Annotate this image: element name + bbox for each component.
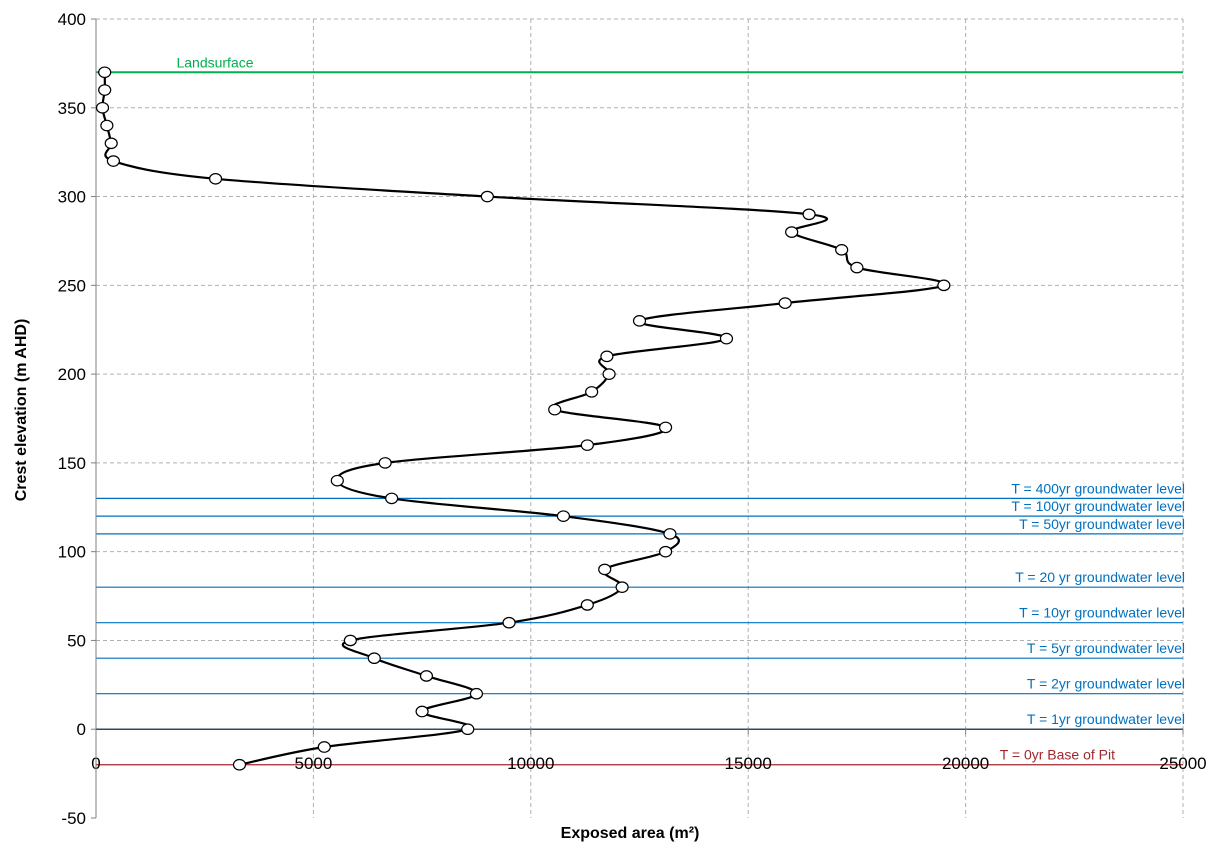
data-point [632,315,647,327]
y-tick-label: 200 [58,365,86,384]
reference-line-label: T = 10yr groundwater level [1019,605,1185,621]
data-point [615,581,629,593]
data-point [461,723,475,736]
y-tick-label: 300 [58,188,86,207]
series [95,66,951,771]
reference-line-label: T = 5yr groundwater level [1027,640,1185,656]
reference-labels: Landsurface T = 400yr groundwater level T … [176,54,1185,762]
x-tick-label: 5000 [294,754,332,773]
y-tick-label: 400 [58,10,86,29]
data-point [106,155,120,167]
data-point [330,474,344,487]
y-axis-title: Crest elevation (m AHD) [13,319,30,502]
y-tick-label: 250 [58,276,86,295]
x-tick-label: 25000 [1159,754,1206,773]
data-point [785,226,799,238]
data-point [415,705,429,718]
series-line [101,72,947,766]
data-point [802,208,816,221]
data-point [580,599,594,611]
data-point [208,173,223,185]
data-point [232,758,247,771]
axes: 0 5000 10000 15000 20000 25000-50050100150200… [58,10,1207,828]
reference-line-label: T = 50yr groundwater level [1019,516,1185,532]
reference-line-label: T = 1yr groundwater level [1027,711,1185,727]
data-point [556,510,571,522]
y-tick-label: -50 [61,809,86,828]
data-point [98,66,112,79]
data-point [317,741,331,753]
y-tick-label: 0 [77,720,86,739]
grid [96,18,1184,818]
reference-line-label: T = 20 yr groundwater level [1015,569,1185,585]
data-point [598,563,612,576]
data-point [469,687,484,700]
data-point [104,137,118,150]
reference-line-label: T = 2yr groundwater level [1027,676,1185,692]
data-point [100,119,114,132]
data-point [658,421,673,434]
x-tick-label: 10000 [507,754,554,773]
data-point [835,244,849,256]
reference-line-label: T = 400yr groundwater level [1011,480,1185,496]
data-point [600,350,614,363]
reference-lines [96,71,1183,766]
data-point [663,528,677,540]
reference-line-label: Landsurface [176,54,253,70]
data-point [98,84,112,96]
y-tick-label: 150 [58,454,86,473]
x-axis-title: Exposed area (m²) [561,825,700,842]
data-point [585,386,599,398]
data-point [937,279,951,292]
data-point [385,492,399,505]
y-tick-label: 100 [58,543,86,562]
x-tick-label: 15000 [725,754,772,773]
data-point [658,545,673,558]
data-point [367,652,381,664]
reference-line-label: T = 0yr Base of Pit [1000,747,1115,763]
data-point [343,634,357,647]
data-point [548,403,562,416]
data-point [419,670,434,682]
y-tick-label: 50 [67,631,86,650]
data-point [480,190,494,203]
data-point [602,368,616,380]
y-tick-label: 350 [58,99,86,118]
data-point [850,261,864,274]
data-point [378,457,392,469]
data-point [580,439,594,451]
data-point [719,332,734,345]
data-point [778,297,792,309]
data-point [95,101,110,114]
data-point [502,616,516,629]
reference-line-label: T = 100yr groundwater level [1011,498,1185,514]
x-tick-label: 20000 [942,754,989,773]
